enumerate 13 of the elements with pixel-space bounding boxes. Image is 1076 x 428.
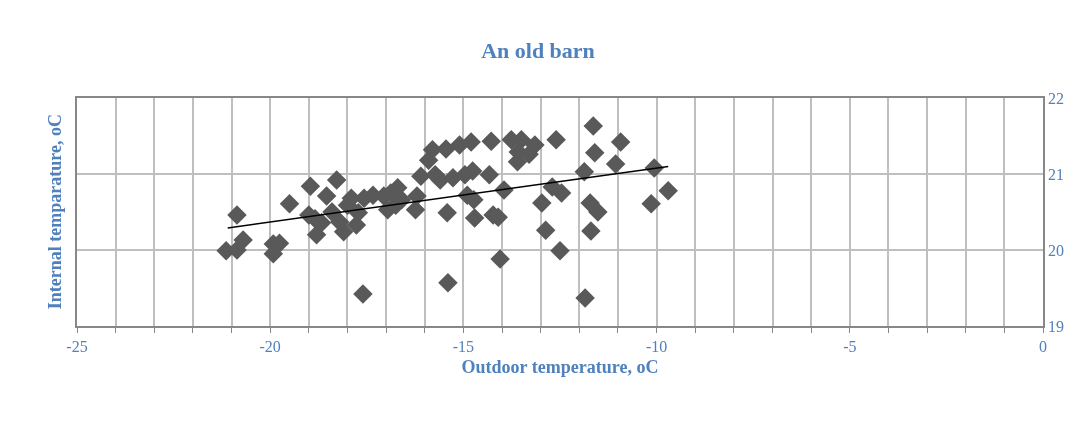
- x-tick-label: -25: [66, 337, 88, 355]
- chart-title: An old barn: [481, 38, 595, 64]
- y-tick-label: 19: [1047, 317, 1064, 335]
- y-tick-label: 21: [1047, 165, 1064, 183]
- x-tick-label: -20: [259, 337, 281, 355]
- y-tick-label: 22: [1047, 89, 1064, 107]
- x-tick-label: 0: [1039, 337, 1047, 355]
- x-tick-label: -5: [843, 337, 857, 355]
- y-tick-label: 20: [1047, 241, 1064, 259]
- x-tick-label: -10: [645, 337, 668, 355]
- y-axis-title: Internal temparature, oC: [45, 114, 66, 310]
- x-axis-title: Outdoor temperature, oC: [461, 356, 659, 377]
- x-tick-label: -15: [452, 337, 475, 355]
